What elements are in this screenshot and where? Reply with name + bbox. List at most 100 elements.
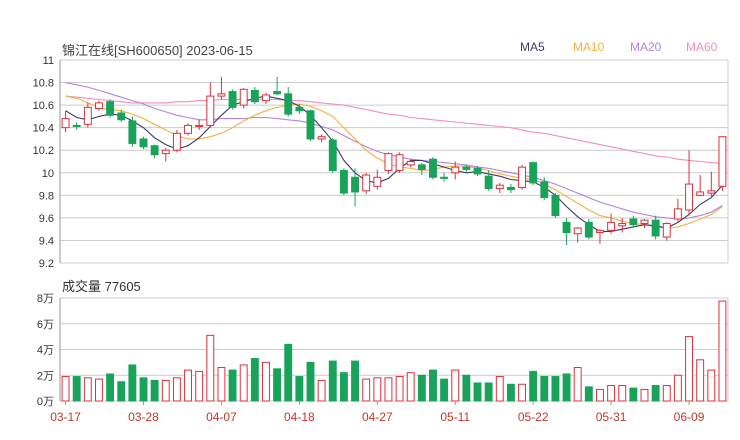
volume-bar <box>250 358 259 402</box>
candle-body-up <box>406 161 415 166</box>
volume-bar <box>106 373 115 402</box>
candle <box>384 152 393 174</box>
candle-body-down <box>429 158 437 178</box>
volume-y-tick: 8万 <box>37 293 54 305</box>
candle <box>295 103 304 115</box>
candle <box>139 136 148 150</box>
volume-bar <box>451 369 460 402</box>
candle <box>618 217 627 233</box>
candle <box>306 109 315 142</box>
candle <box>206 82 215 128</box>
volume-bar <box>328 360 337 402</box>
x-tick-label: 04-18 <box>284 410 315 424</box>
candle <box>339 168 348 196</box>
candle <box>607 213 616 234</box>
volume-bar <box>373 377 382 402</box>
candle-body-down <box>284 93 293 115</box>
candle <box>150 144 159 159</box>
price-y-tick: 11 <box>43 55 54 67</box>
volume-bar <box>262 361 270 402</box>
candle-body-up <box>596 229 604 234</box>
candle <box>662 222 671 241</box>
candle <box>707 171 716 197</box>
candle-body-down <box>462 166 471 170</box>
volume-y-tick: 0万 <box>37 396 54 408</box>
volume-bar <box>596 388 604 402</box>
volume-bar <box>139 377 148 402</box>
volume-y-tick: 4万 <box>37 345 54 357</box>
legend-ma5: MA5 <box>520 40 545 54</box>
candle-body-up <box>195 124 204 128</box>
volume-bar <box>673 374 682 402</box>
volume-bar <box>696 359 705 402</box>
volume-bar <box>172 377 181 402</box>
volume-bar <box>273 368 282 402</box>
candle-body-up <box>618 223 627 227</box>
candle-body-up <box>217 93 226 97</box>
candle-body-up <box>384 153 393 172</box>
volume-title: 成交量 77605 <box>62 276 141 295</box>
candle <box>362 172 371 195</box>
candle-body-down <box>506 186 515 191</box>
candle <box>584 219 593 240</box>
candle <box>128 116 137 147</box>
candle-body-up <box>83 106 92 125</box>
volume-bar <box>440 378 449 402</box>
price-y-tick: 10.2 <box>33 145 54 157</box>
candle-body-down <box>629 218 638 226</box>
candle <box>540 177 549 200</box>
volume-bar <box>562 373 571 402</box>
volume-bar <box>629 387 638 402</box>
candle <box>195 119 204 130</box>
candle <box>72 122 81 130</box>
volume-bar <box>462 374 471 402</box>
volume-bar <box>495 376 504 402</box>
candle-body-up <box>373 176 382 187</box>
volume-bar <box>206 334 215 402</box>
candle <box>495 182 504 194</box>
x-tick-label: 03-28 <box>128 410 159 424</box>
candle <box>473 166 482 177</box>
chart-title: 锦江在线[SH600650] 2023-06-15 <box>62 43 253 58</box>
candle <box>83 102 92 128</box>
ma-line-ma20 <box>65 82 723 220</box>
volume-bar <box>540 376 549 402</box>
candle-body-down <box>484 175 493 190</box>
volume-bar <box>484 382 493 402</box>
volume-bar <box>685 336 693 402</box>
candle-body-down <box>540 181 549 199</box>
candle-body-up <box>451 166 460 174</box>
volume-bar <box>317 379 326 402</box>
volume-bar <box>651 385 660 402</box>
candle <box>518 164 526 190</box>
volume-bar <box>573 367 582 402</box>
volume-bar <box>239 364 248 402</box>
legend-ma60-label: MA60 <box>686 40 718 54</box>
price-y-tick: 10 <box>42 168 54 180</box>
candle-body-down <box>306 110 315 140</box>
x-tick-label: 05-11 <box>440 410 470 424</box>
ma-line-ma10 <box>65 95 723 229</box>
price-y-tick: 9.6 <box>39 213 54 225</box>
price-y-tick: 9.2 <box>39 258 54 270</box>
volume-bar <box>228 369 237 402</box>
volume-bar <box>640 388 649 402</box>
candle <box>117 109 126 123</box>
volume-label: 成交量 <box>62 279 102 294</box>
candle-body-up <box>718 136 727 187</box>
volume-bar <box>161 379 170 402</box>
candle-body-up <box>172 132 181 151</box>
volume-bar <box>406 372 415 402</box>
candle <box>351 168 359 207</box>
volume-bar <box>184 369 192 402</box>
candle-body-up <box>662 223 671 238</box>
x-tick-label: 04-07 <box>206 410 237 424</box>
candle <box>273 76 282 95</box>
candle-body-up <box>395 154 404 172</box>
candle <box>529 161 538 186</box>
candle-body-down <box>228 91 237 108</box>
candle <box>640 219 649 229</box>
candle <box>161 147 170 162</box>
grid-lines <box>59 59 729 402</box>
